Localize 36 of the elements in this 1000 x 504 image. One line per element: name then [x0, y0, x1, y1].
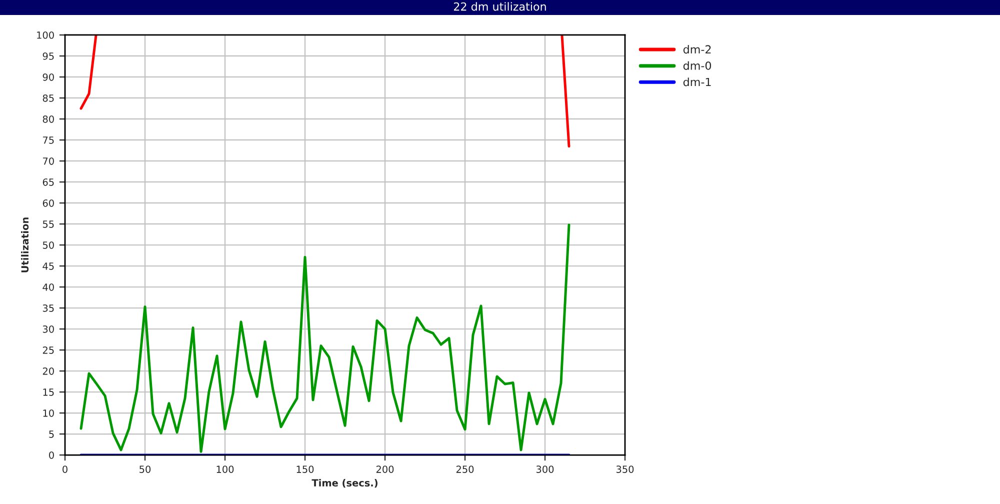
y-tick-label: 55	[42, 220, 54, 228]
y-tick-label: 35	[42, 304, 54, 312]
y-tick-label: 85	[42, 94, 54, 102]
x-axis-title: Time (secs.)	[312, 479, 378, 488]
y-tick-label: 45	[42, 262, 54, 270]
x-tick-label: 200	[376, 466, 394, 473]
y-axis-title: Utilization	[21, 218, 29, 272]
y-tick-label: 95	[42, 52, 54, 60]
y-tick-label: 60	[42, 199, 54, 207]
x-tick-label: 150	[296, 466, 314, 473]
y-tick-label: 20	[42, 367, 54, 375]
y-tick-label: 90	[42, 73, 54, 81]
chart-title: 22 dm utilization	[454, 2, 546, 11]
y-tick-label: 10	[43, 409, 54, 417]
y-tick-label: 30	[42, 325, 54, 333]
y-tick-label: 80	[42, 115, 54, 123]
x-tick-label: 50	[140, 466, 151, 473]
y-tick-label: 100	[37, 31, 54, 39]
x-tick-label: 250	[456, 466, 474, 473]
x-tick-label: 350	[616, 466, 634, 473]
x-tick-label: 300	[536, 466, 554, 473]
y-tick-label: 15	[43, 388, 54, 396]
y-tick-label: 25	[42, 346, 54, 354]
line-series	[80, 224, 570, 453]
y-tick-label: 70	[43, 157, 54, 165]
x-tick-label: 100	[216, 466, 234, 473]
legend-label: dm-2	[683, 44, 711, 54]
y-tick-label: 75	[43, 136, 54, 144]
y-tick-label: 40	[42, 283, 54, 291]
y-tick-label: 0	[49, 451, 54, 459]
y-tick-label: 5	[49, 430, 54, 438]
y-tick-label: 65	[42, 178, 54, 186]
legend-label: dm-1	[683, 78, 711, 86]
legend-label: dm-0	[683, 61, 712, 70]
y-tick-label: 50	[42, 241, 54, 249]
x-tick-label: 0	[62, 466, 68, 473]
